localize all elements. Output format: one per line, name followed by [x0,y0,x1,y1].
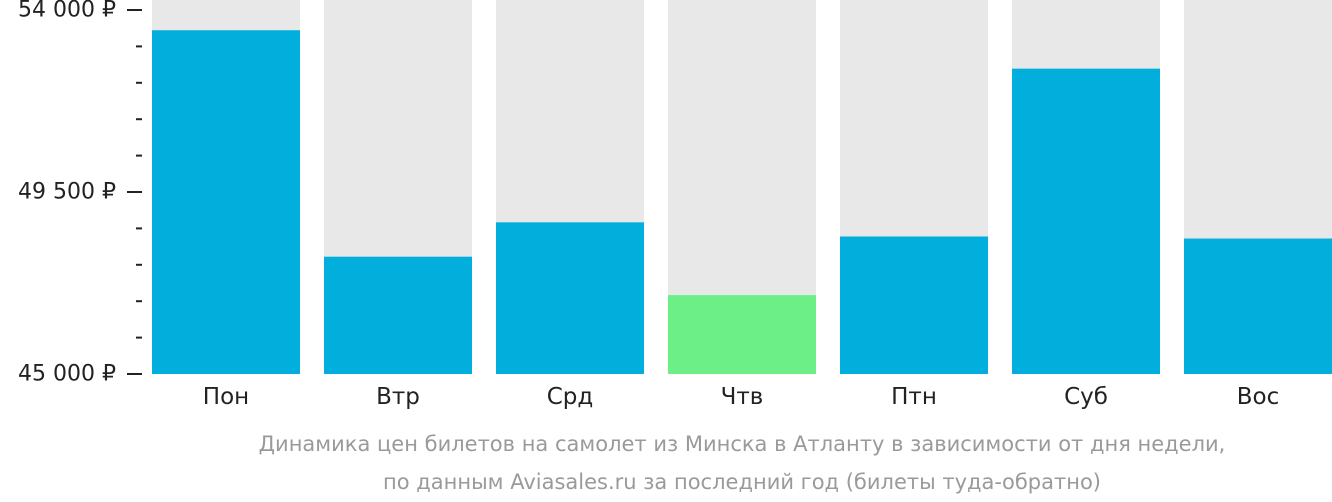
bar-5 [840,236,988,374]
y-tick-label: 45 000 ₽ [18,362,116,387]
chart-caption-line-2: по данным Aviasales.ru за последний год … [383,470,1101,494]
x-tick-label: Вос [1237,384,1280,410]
price-by-weekday-chart: 54 000 ₽ 49 500 ₽ 45 000 ₽ Пон Втр Срд Чтв Птн С… [18,0,1332,410]
x-tick-label: Втр [376,384,420,410]
bar-1 [152,30,300,374]
chart-caption-line-1: Динамика цен билетов на самолет из Минск… [258,432,1226,456]
x-tick-label: Срд [547,384,594,410]
x-tick-label: Чтв [721,384,764,410]
y-tick-label: 49 500 ₽ [18,180,116,205]
x-tick-label: Суб [1064,384,1108,410]
bar-6 [1012,68,1160,375]
bar-4 [668,295,816,374]
x-tick-label: Пон [203,384,249,410]
bar-3 [496,222,644,374]
y-tick-label: 54 000 ₽ [18,0,116,23]
bar-2 [324,256,472,374]
x-tick-label: Птн [891,384,937,410]
bar-7 [1184,238,1332,374]
